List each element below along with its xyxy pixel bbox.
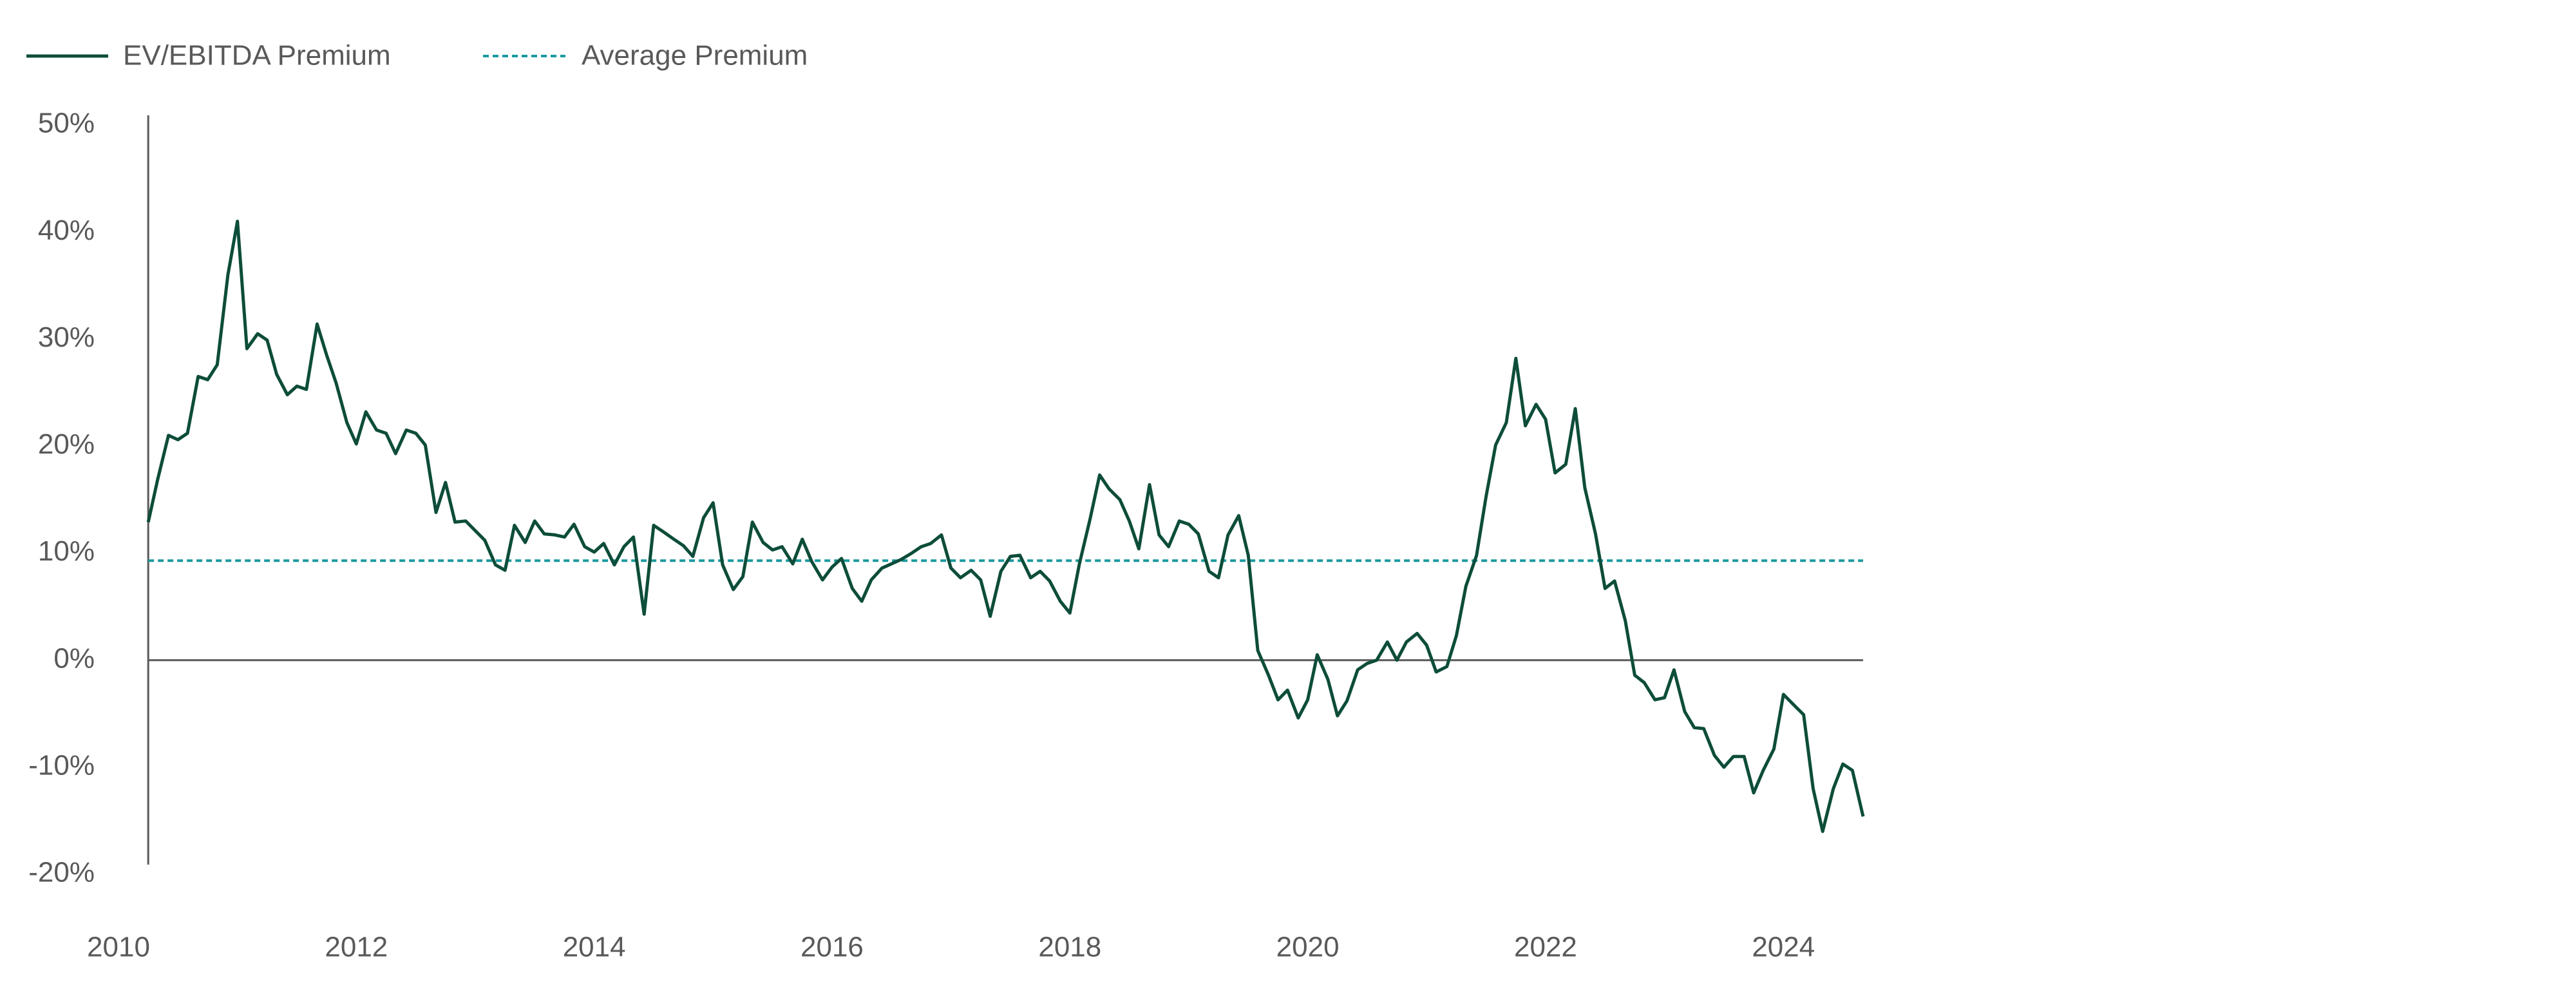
x-tick-label: 2020 — [1276, 932, 1340, 963]
y-tick-label: 50% — [38, 108, 95, 139]
x-tick-label: 2014 — [563, 932, 626, 963]
x-tick-label: 2024 — [1752, 932, 1815, 963]
y-tick-label: -20% — [28, 857, 95, 888]
x-tick-label: 2022 — [1514, 932, 1577, 963]
x-tick-label: 2010 — [87, 932, 150, 963]
y-tick-label: 30% — [38, 321, 95, 353]
x-tick-label: 2012 — [325, 932, 388, 963]
y-tick-label: -10% — [28, 749, 95, 781]
legend-label: EV/EBITDA Premium — [123, 40, 391, 72]
y-tick-label: 0% — [53, 642, 95, 674]
y-tick-label: 40% — [38, 215, 95, 246]
data-line — [146, 220, 1865, 833]
legend-label: Average Premium — [582, 40, 808, 72]
x-tick-label: 2018 — [1038, 932, 1101, 963]
y-tick-label: 20% — [38, 428, 95, 460]
y-tick-label: 10% — [38, 535, 95, 567]
x-tick-label: 2016 — [800, 932, 864, 963]
